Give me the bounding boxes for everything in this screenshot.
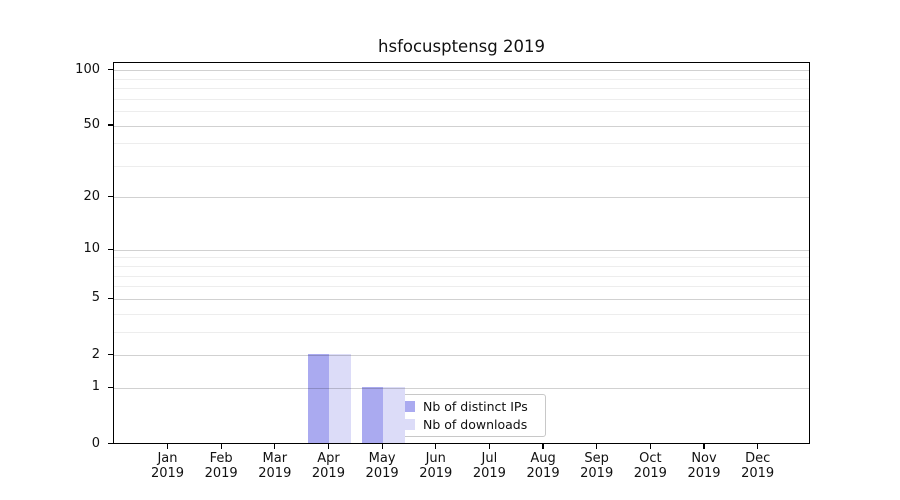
x-tick-mark xyxy=(649,444,651,449)
x-tick-mark xyxy=(596,444,598,449)
y-tick-label: 5 xyxy=(91,290,100,306)
x-tick-label-sep: Sep 2019 xyxy=(580,451,614,481)
legend-item-distinct-ips: Nb of distinct IPs xyxy=(389,399,539,415)
y-tick-mark xyxy=(107,386,113,388)
x-tick-mark xyxy=(703,444,705,449)
x-tick-mark xyxy=(757,444,759,449)
y-tick-label: 10 xyxy=(83,241,100,257)
major-gridline xyxy=(114,355,809,356)
y-tick-mark xyxy=(107,248,113,250)
major-gridline xyxy=(114,125,809,127)
minor-gridline xyxy=(114,111,809,113)
y-tick-label: 0 xyxy=(91,435,100,451)
x-tick-label-jul: Jul 2019 xyxy=(472,451,506,481)
minor-gridline xyxy=(114,78,809,80)
x-tick-mark xyxy=(381,444,383,449)
y-tick-label: 20 xyxy=(83,188,100,204)
y-tick-mark xyxy=(107,124,113,126)
minor-gridline xyxy=(114,165,809,167)
major-gridline xyxy=(114,197,809,199)
x-tick-label-mar: Mar 2019 xyxy=(258,451,292,481)
minor-gridline xyxy=(114,313,809,315)
y-tick-label: 2 xyxy=(91,346,100,362)
y-tick-mark xyxy=(107,442,113,445)
x-tick-label-aug: Aug 2019 xyxy=(526,451,560,481)
minor-gridline xyxy=(114,266,809,268)
legend: Nb of distinct IPs Nb of downloads xyxy=(382,394,546,437)
y-tick-mark xyxy=(107,353,113,356)
legend-label-downloads: Nb of downloads xyxy=(423,416,528,432)
bar-downloads-may xyxy=(383,386,405,443)
minor-gridline xyxy=(114,98,809,100)
major-gridline xyxy=(114,298,809,300)
y-tick-label: 50 xyxy=(83,117,100,133)
x-tick-label-apr: Apr 2019 xyxy=(311,451,345,481)
bar-distinct-ips-apr xyxy=(307,354,330,443)
x-tick-label-jun: Jun 2019 xyxy=(419,451,453,481)
x-tick-mark xyxy=(166,444,169,449)
x-tick-mark xyxy=(220,444,222,449)
minor-gridline xyxy=(114,331,809,333)
x-tick-mark xyxy=(274,444,276,449)
major-gridline xyxy=(114,249,809,251)
x-tick-label-nov: Nov 2019 xyxy=(687,451,721,481)
x-tick-label-dec: Dec 2019 xyxy=(741,451,775,481)
major-gridline xyxy=(114,387,809,389)
bar-downloads-apr xyxy=(329,354,351,443)
minor-gridline xyxy=(114,88,809,90)
minor-gridline xyxy=(114,275,809,277)
plot-area: Nb of distinct IPs Nb of downloads xyxy=(113,62,810,444)
x-tick-mark xyxy=(435,444,437,449)
bar-distinct-ips-may xyxy=(361,386,384,443)
y-tick-label: 1 xyxy=(91,379,100,395)
x-tick-mark xyxy=(488,444,490,449)
legend-label-distinct-ips: Nb of distinct IPs xyxy=(423,399,528,415)
major-gridline xyxy=(114,70,809,72)
x-tick-label-feb: Feb 2019 xyxy=(204,451,238,481)
y-tick-mark xyxy=(107,69,113,71)
x-tick-mark xyxy=(327,444,330,449)
y-tick-label: 100 xyxy=(75,61,100,77)
x-tick-label-may: May 2019 xyxy=(365,451,399,481)
x-tick-label-oct: Oct 2019 xyxy=(633,451,667,481)
y-tick-mark xyxy=(107,297,113,299)
minor-gridline xyxy=(114,286,809,288)
chart-title: hsfocusptensg 2019 xyxy=(378,37,545,56)
x-tick-label-jan: Jan 2019 xyxy=(150,451,185,481)
y-tick-mark xyxy=(107,196,113,198)
minor-gridline xyxy=(114,143,809,145)
x-tick-mark xyxy=(542,444,544,449)
legend-item-downloads: Nb of downloads xyxy=(389,416,539,432)
minor-gridline xyxy=(114,257,809,259)
